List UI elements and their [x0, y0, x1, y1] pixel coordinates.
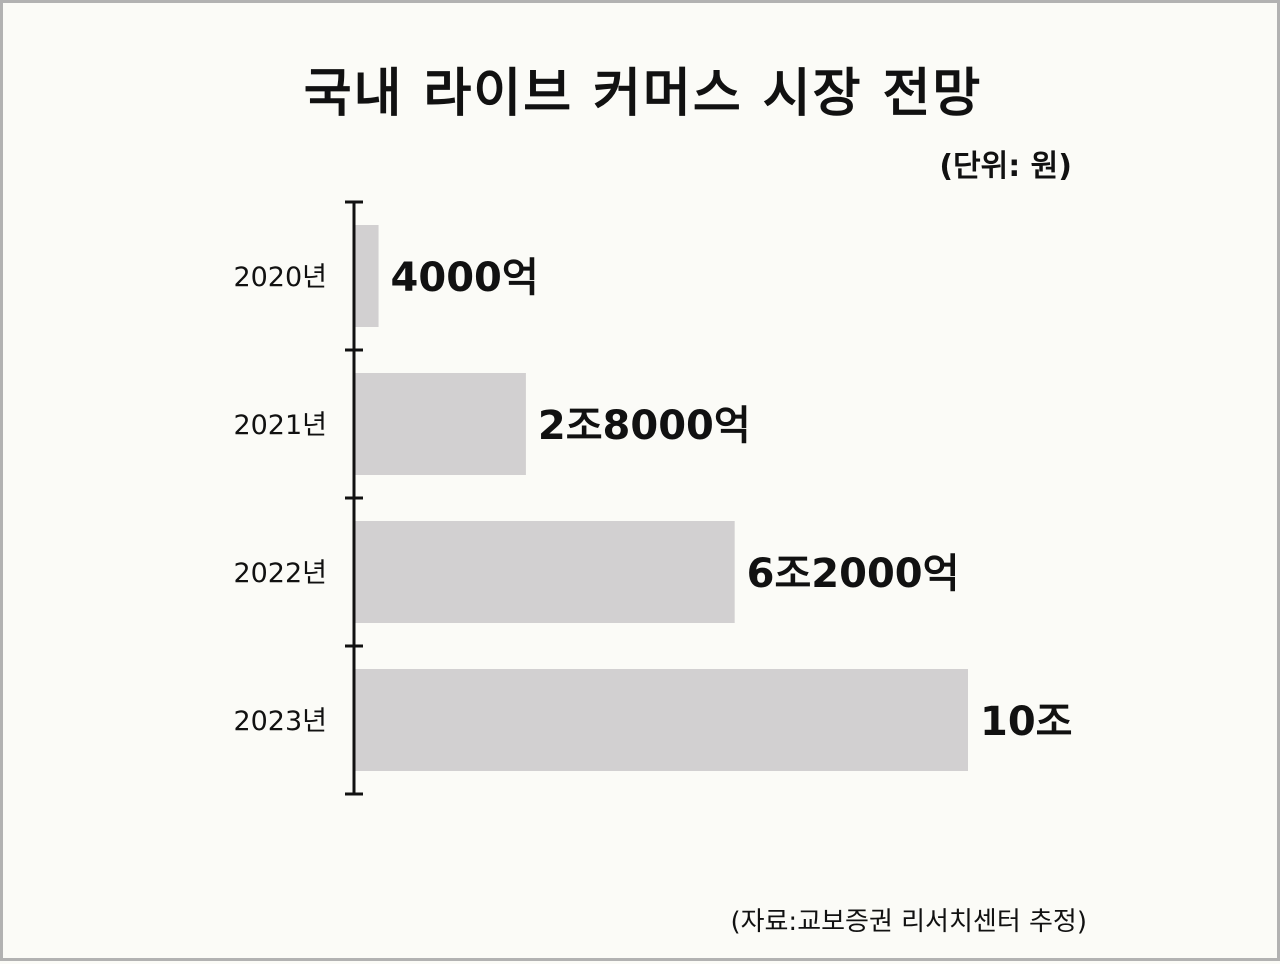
category-label-2: 2022년	[233, 558, 327, 589]
category-label-1: 2021년	[233, 410, 327, 441]
bar-chart: 2020년 4000억 2021년 2조8000억 2022년 6조2000억 2023년 1…	[233, 200, 1072, 796]
unit-label: (단위: 원)	[939, 149, 1072, 184]
chart-title: 국내 라이브 커머스 시장 전망	[303, 64, 983, 124]
bar-0	[354, 225, 379, 327]
category-label-0: 2020년	[233, 262, 327, 293]
bar-3	[354, 669, 968, 771]
bar-1	[354, 373, 526, 475]
data-label-1: 2조8000억	[538, 403, 751, 449]
data-label-3: 10조	[980, 699, 1072, 745]
source-note: (자료:교보증권 리서치센터 추정)	[730, 907, 1087, 937]
data-label-2: 6조2000억	[747, 551, 960, 597]
category-label-3: 2023년	[233, 706, 327, 737]
data-label-0: 4000억	[391, 255, 539, 301]
bar-2	[354, 521, 735, 623]
